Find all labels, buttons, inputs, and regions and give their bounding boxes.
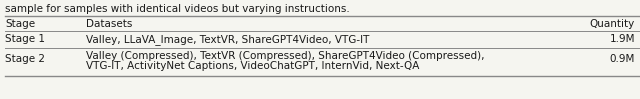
Text: Stage: Stage [5,19,35,29]
Text: Stage 2: Stage 2 [5,54,45,64]
Text: 1.9M: 1.9M [609,34,635,44]
Text: Datasets: Datasets [86,19,132,29]
Text: Valley (Compressed), TextVR (Compressed), ShareGPT4Video (Compressed),: Valley (Compressed), TextVR (Compressed)… [86,51,485,61]
Text: VTG-IT, ActivityNet Captions, VideoChatGPT, InternVid, Next-QA: VTG-IT, ActivityNet Captions, VideoChatG… [86,61,420,71]
Text: 0.9M: 0.9M [609,54,635,64]
Text: Valley, LLaVA_Image, TextVR, ShareGPT4Video, VTG-IT: Valley, LLaVA_Image, TextVR, ShareGPT4Vi… [86,34,370,45]
Text: Stage 1: Stage 1 [5,34,45,44]
Text: Quantity: Quantity [589,19,635,29]
Text: sample for samples with identical videos but varying instructions.: sample for samples with identical videos… [5,4,350,14]
